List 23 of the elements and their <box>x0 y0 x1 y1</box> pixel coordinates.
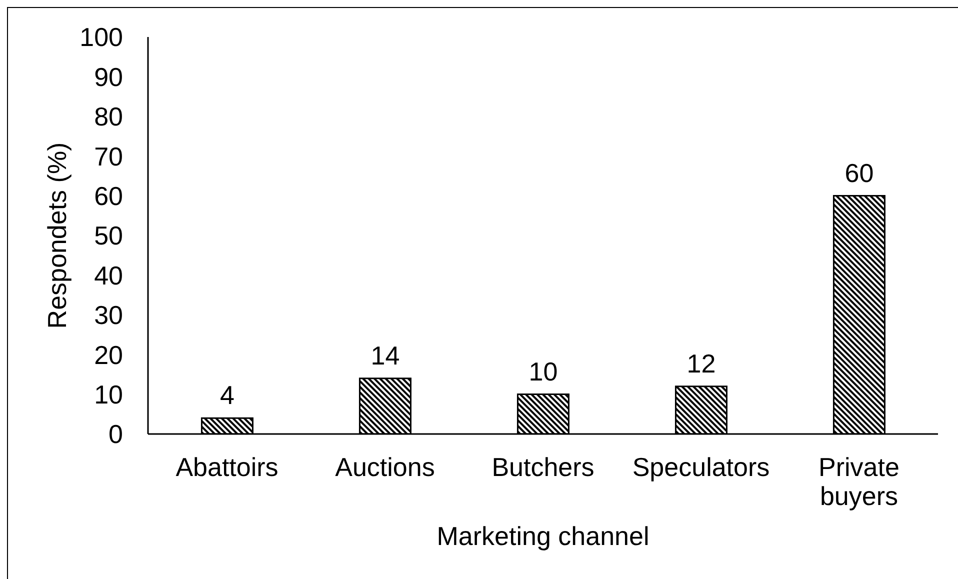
y-tick-label: 30 <box>94 300 123 330</box>
y-tick-label: 80 <box>94 102 123 132</box>
data-label: 60 <box>844 158 874 188</box>
y-tick-label: 10 <box>94 380 123 410</box>
y-tick-label: 70 <box>94 141 123 172</box>
y-tick-label: 50 <box>94 220 123 251</box>
data-label: 10 <box>528 356 558 386</box>
x-tick-label: Speculators <box>632 452 770 482</box>
y-axis-title: Respondets (%) <box>42 142 72 329</box>
x-tick-label: Private buyers <box>818 452 900 511</box>
y-tick-label: 20 <box>94 340 123 370</box>
x-axis-title: Marketing channel <box>436 521 650 551</box>
x-tick-label: Auctions <box>335 452 435 482</box>
y-tick-label: 0 <box>108 419 123 450</box>
x-tick-label: Butchers <box>492 452 594 482</box>
y-tick-label: 100 <box>80 22 123 52</box>
x-tick-label: Abattoirs <box>176 452 278 482</box>
data-label: 12 <box>686 348 716 378</box>
data-label: 14 <box>370 340 400 370</box>
y-tick-label: 40 <box>94 260 123 290</box>
data-label: 4 <box>220 380 234 410</box>
y-tick-label: 60 <box>94 181 123 212</box>
y-tick-label: 90 <box>94 62 123 92</box>
